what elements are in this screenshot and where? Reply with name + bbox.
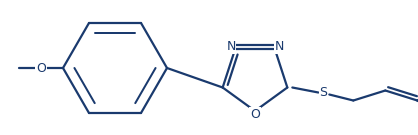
Text: S: S [319, 86, 327, 99]
Text: O: O [36, 62, 46, 75]
Text: N: N [226, 40, 236, 53]
Text: N: N [274, 40, 284, 53]
Text: O: O [250, 107, 260, 121]
